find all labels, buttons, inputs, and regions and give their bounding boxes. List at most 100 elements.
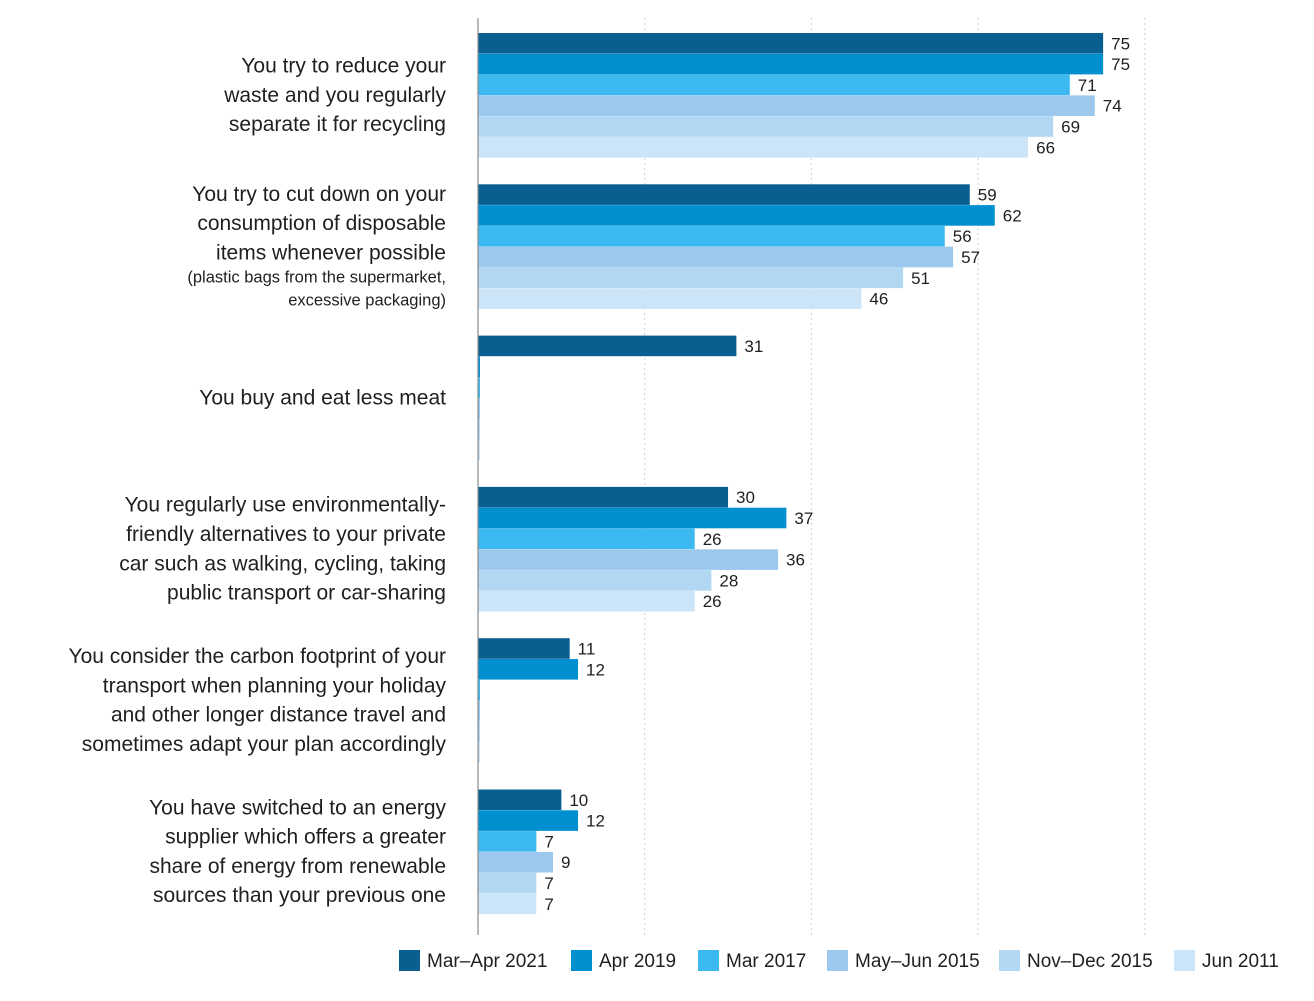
category-label: car such as walking, cycling, taking: [119, 552, 446, 575]
value-label: 56: [953, 227, 972, 246]
bar: [478, 246, 954, 268]
value-label: 28: [719, 571, 738, 590]
category-sublabel: excessive packaging): [288, 292, 446, 310]
category-label: You buy and eat less meat: [199, 386, 446, 409]
legend-swatch: [571, 950, 592, 971]
category-label: and other longer distance travel and: [111, 704, 446, 727]
legend-swatch: [399, 950, 420, 971]
category-label: You consider the carbon footprint of you…: [69, 645, 446, 668]
bar: [478, 137, 1029, 158]
bar: [478, 659, 579, 680]
bar-missing: [478, 398, 480, 419]
bar-missing: [478, 439, 480, 461]
category-labels: You try to reduce your waste and you regu…: [69, 54, 447, 907]
value-label: 7: [544, 895, 553, 914]
bar-missing: [478, 721, 480, 742]
bar: [478, 267, 904, 289]
legend: Mar–Apr 2021 Apr 2019 Mar 2017 May–Jun 2015…: [399, 950, 1279, 972]
value-label: 9: [561, 853, 570, 872]
value-label: 31: [744, 337, 763, 356]
category-label: share of energy from renewable: [150, 855, 447, 878]
bar: [478, 528, 695, 550]
category-label: items whenever possible: [216, 241, 446, 264]
bar: [478, 851, 554, 873]
category-label: waste and you regularly: [223, 84, 446, 107]
legend-swatch: [698, 950, 719, 971]
value-label: 30: [736, 488, 755, 507]
legend-label: Apr 2019: [599, 951, 676, 972]
category-label: transport when planning your holiday: [103, 674, 447, 697]
legend-label: Jun 2011: [1202, 951, 1279, 972]
category-label: You try to cut down on your: [192, 183, 446, 206]
value-labels: 75 75 71 74 69 66 59 62 56 57 51 46 31 30 37 26 36 28 26 11…: [544, 34, 1130, 914]
category-label: You try to reduce your: [241, 54, 446, 77]
bar: [478, 638, 570, 659]
legend-swatch: [827, 950, 848, 971]
bar: [478, 116, 1054, 137]
legend-label: May–Jun 2015: [855, 951, 980, 972]
value-label: 36: [786, 551, 805, 570]
bar-missing: [478, 356, 480, 377]
bar: [478, 486, 729, 508]
bar-missing: [478, 418, 480, 440]
value-label: 26: [703, 592, 722, 611]
category-label: sometimes adapt your plan accordingly: [82, 733, 447, 756]
legend-swatch: [1174, 950, 1195, 971]
category-label: consumption of disposable: [197, 212, 446, 235]
bar: [478, 789, 562, 811]
category-sublabel: (plastic bags from the supermarket,: [187, 269, 446, 287]
value-label: 46: [869, 290, 888, 309]
value-label: 10: [569, 791, 588, 810]
category-label: separate it for recycling: [229, 113, 446, 136]
category-label: You have switched to an energy: [149, 796, 446, 819]
bar: [478, 53, 1104, 75]
value-label: 51: [911, 269, 930, 288]
bar: [478, 810, 579, 831]
value-label: 74: [1103, 97, 1122, 116]
category-label: sources than your previous one: [153, 884, 446, 907]
bar-missing: [478, 742, 480, 763]
value-label: 75: [1111, 55, 1130, 74]
value-label: 26: [703, 530, 722, 549]
legend-label: Mar 2017: [726, 951, 806, 972]
value-label: 7: [544, 832, 553, 851]
value-label: 75: [1111, 34, 1130, 53]
value-label: 59: [978, 186, 997, 205]
bar: [478, 893, 537, 915]
category-label: You regularly use environmentally-: [125, 494, 446, 517]
value-label: 37: [794, 509, 813, 528]
category-label: supplier which offers a greater: [165, 826, 446, 849]
bar: [478, 831, 537, 852]
bar: [478, 74, 1070, 96]
legend-label: Nov–Dec 2015: [1027, 951, 1153, 972]
bar-missing: [478, 377, 480, 398]
bar: [478, 184, 970, 205]
bar-missing: [478, 679, 480, 701]
legend-swatch: [999, 950, 1020, 971]
bar: [478, 570, 712, 591]
value-label: 57: [961, 248, 980, 267]
legend-label: Mar–Apr 2021: [427, 951, 547, 972]
bars: [478, 33, 1104, 915]
bar: [478, 507, 787, 529]
value-label: 7: [544, 874, 553, 893]
value-label: 62: [1003, 206, 1022, 225]
bar: [478, 549, 779, 570]
bar: [478, 590, 695, 612]
category-label: friendly alternatives to your private: [126, 523, 446, 546]
bar: [478, 335, 737, 357]
category-label: public transport or car-sharing: [167, 582, 446, 605]
value-label: 69: [1061, 118, 1080, 137]
value-label: 12: [586, 660, 605, 679]
bar-missing: [478, 700, 480, 722]
value-label: 11: [578, 640, 596, 659]
bar: [478, 288, 862, 309]
value-label: 66: [1036, 138, 1055, 157]
bar: [478, 872, 537, 894]
value-label: 12: [586, 812, 605, 831]
bar: [478, 95, 1095, 116]
bar: [478, 205, 995, 226]
bar: [478, 225, 945, 247]
bar: [478, 33, 1104, 54]
